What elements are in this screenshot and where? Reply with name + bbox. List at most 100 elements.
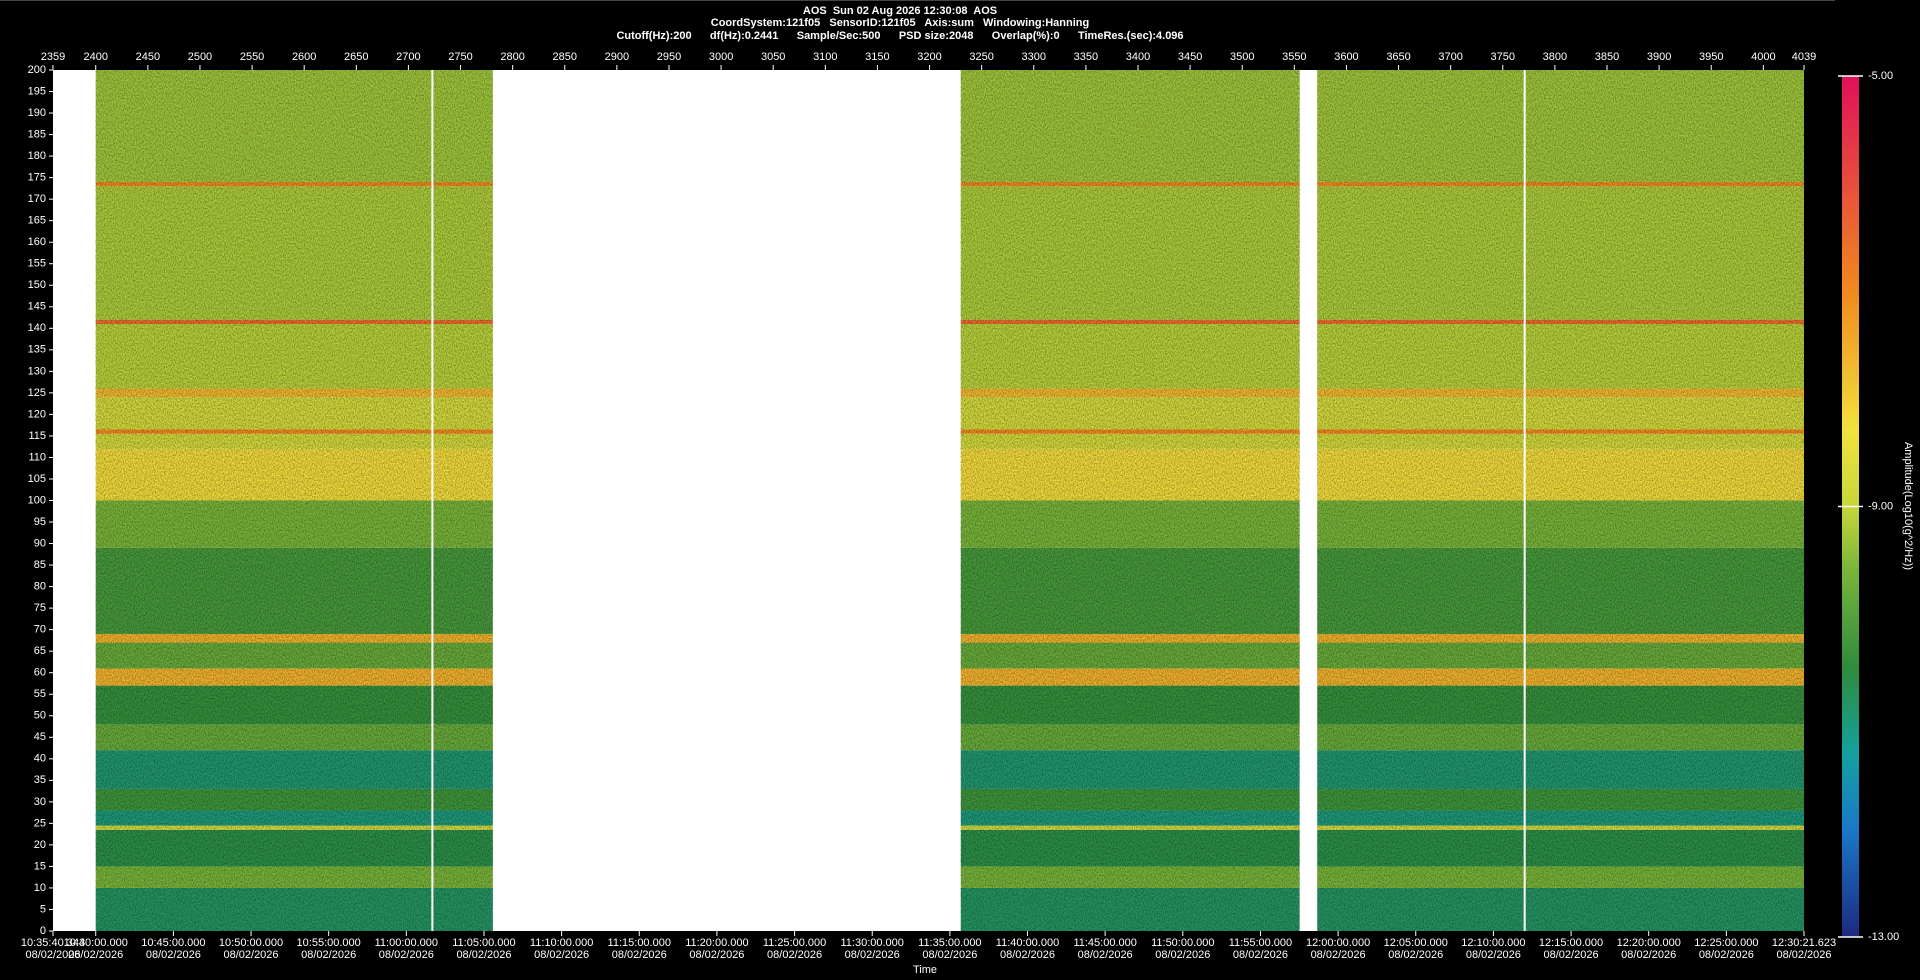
x-tick-label: 3650 xyxy=(1386,51,1410,63)
time-tick-date: 08/02/2026 xyxy=(223,949,278,961)
x-tick-label: 2700 xyxy=(396,51,420,63)
x-tick-label: 3750 xyxy=(1491,51,1515,63)
x-tick-label: 2850 xyxy=(553,51,577,63)
y-tick-label: 140 xyxy=(28,322,46,334)
time-tick-date: 08/02/2026 xyxy=(689,949,744,961)
y-tick-label: 55 xyxy=(34,688,46,700)
y-tick-label: 150 xyxy=(28,279,46,291)
y-tick-label: 175 xyxy=(28,172,46,184)
x-tick-label: 3500 xyxy=(1230,51,1254,63)
spectrogram xyxy=(95,70,1804,931)
time-tick-label: 11:15:00.000 xyxy=(608,937,671,949)
x-tick-label: 3900 xyxy=(1647,51,1671,63)
y-tick-label: 70 xyxy=(34,624,46,636)
time-tick-label: 11:00:00.000 xyxy=(375,937,438,949)
time-tick-date: 08/02/2026 xyxy=(1621,949,1676,961)
y-tick-label: 90 xyxy=(34,537,46,549)
time-tick-date: 08/02/2026 xyxy=(1699,949,1754,961)
y-tick-label: 130 xyxy=(28,365,46,377)
x-tick-label: 3800 xyxy=(1543,51,1567,63)
time-tick-date: 08/02/2026 xyxy=(301,949,356,961)
x-tick-label: 2750 xyxy=(448,51,472,63)
time-tick-label: 11:55:00.000 xyxy=(1229,937,1292,949)
time-tick-label: 11:50:00.000 xyxy=(1151,937,1214,949)
time-tick-label: 10:45:00.000 xyxy=(141,937,205,949)
time-tick-date: 08/02/2026 xyxy=(1311,949,1366,961)
y-tick-label: 60 xyxy=(34,667,46,679)
x-tick-label: 2550 xyxy=(240,51,264,63)
time-tick-label: 12:05:00.000 xyxy=(1384,937,1448,949)
time-tick-label: 12:30:21.623 xyxy=(1772,937,1836,949)
y-tick-label: 80 xyxy=(34,581,46,593)
y-tick-label: 135 xyxy=(28,344,46,356)
time-tick-label: 10:35:40.343 xyxy=(21,937,85,949)
x-tick-label: 3850 xyxy=(1595,51,1619,63)
time-tick-label: 12:00:00.000 xyxy=(1306,937,1370,949)
x-tick-label: 3200 xyxy=(917,51,941,63)
chart-title: AOS Sun 02 Aug 2026 12:30:08 AOS xyxy=(803,5,997,17)
colorbar-tick-label: -5.00 xyxy=(1868,70,1893,82)
y-tick-label: 20 xyxy=(34,839,46,851)
x-tick-label: 3400 xyxy=(1126,51,1150,63)
time-tick-date: 08/02/2026 xyxy=(1233,949,1288,961)
time-tick-label: 12:15:00.000 xyxy=(1539,937,1603,949)
x-tick-label: 2800 xyxy=(500,51,524,63)
y-tick-label: 155 xyxy=(28,258,46,270)
time-tick-label: 11:05:00.000 xyxy=(452,937,515,949)
x-tick-label: 3950 xyxy=(1699,51,1723,63)
x-tick-label: 3350 xyxy=(1074,51,1098,63)
x-tick-label: 2600 xyxy=(292,51,316,63)
x-tick-label: 2500 xyxy=(188,51,212,63)
x-tick-label: 3100 xyxy=(813,51,837,63)
time-tick-date: 08/02/2026 xyxy=(456,949,511,961)
time-tick-label: 11:25:00.000 xyxy=(763,937,826,949)
time-tick-label: 12:20:00.000 xyxy=(1617,937,1681,949)
time-tick-label: 10:40:00.000 xyxy=(64,937,128,949)
time-tick-date: 08/02/2026 xyxy=(1388,949,1443,961)
y-tick-label: 10 xyxy=(34,882,46,894)
time-tick-date: 08/02/2026 xyxy=(379,949,434,961)
y-tick-label: 195 xyxy=(28,85,46,97)
x-tick-label: 2900 xyxy=(605,51,629,63)
x-tick-label: 2950 xyxy=(657,51,681,63)
x-tick-label: 2359 xyxy=(41,51,65,63)
y-tick-label: 190 xyxy=(28,107,46,119)
x-tick-label: 2400 xyxy=(83,51,107,63)
y-tick-label: 30 xyxy=(34,796,46,808)
noise-texture xyxy=(960,70,1300,931)
x-tick-label: 3600 xyxy=(1334,51,1358,63)
time-tick-date: 08/02/2026 xyxy=(1155,949,1210,961)
y-tick-label: 65 xyxy=(34,645,46,657)
y-tick-label: 25 xyxy=(34,817,46,829)
x-tick-label: 3000 xyxy=(709,51,733,63)
x-tick-label: 4039 xyxy=(1792,51,1816,63)
y-tick-label: 180 xyxy=(28,150,46,162)
y-tick-label: 170 xyxy=(28,193,46,205)
time-tick-date: 08/02/2026 xyxy=(534,949,589,961)
time-tick-date: 08/02/2026 xyxy=(1776,949,1831,961)
chart-subtitle: Cutoff(Hz):200 df(Hz):0.2441 Sample/Sec:… xyxy=(616,30,1183,42)
y-tick-label: 110 xyxy=(28,451,46,463)
x-tick-label: 3150 xyxy=(865,51,889,63)
time-tick-date: 08/02/2026 xyxy=(25,949,80,961)
time-tick-label: 12:10:00.000 xyxy=(1461,937,1525,949)
colorbar-tick-label: -13.00 xyxy=(1868,931,1899,943)
x-tick-label: 3050 xyxy=(761,51,785,63)
time-tick-date: 08/02/2026 xyxy=(845,949,900,961)
y-tick-label: 85 xyxy=(34,559,46,571)
y-tick-label: 145 xyxy=(28,301,46,313)
time-tick-date: 08/02/2026 xyxy=(68,949,123,961)
time-tick-label: 11:10:00.000 xyxy=(530,937,593,949)
y-tick-label: 200 xyxy=(28,64,46,76)
noise-texture xyxy=(95,70,493,931)
x-tick-label: 3300 xyxy=(1022,51,1046,63)
time-tick-date: 08/02/2026 xyxy=(1466,949,1521,961)
time-tick-label: 10:50:00.000 xyxy=(219,937,283,949)
top-border xyxy=(0,0,1835,1)
x-tick-label: 2450 xyxy=(136,51,160,63)
colorbar-label: Amplitude(Log10(g^2/Hz)) xyxy=(1902,442,1914,570)
time-tick-date: 08/02/2026 xyxy=(1000,949,1055,961)
y-tick-label: 75 xyxy=(34,602,46,614)
noise-texture xyxy=(1317,70,1804,931)
